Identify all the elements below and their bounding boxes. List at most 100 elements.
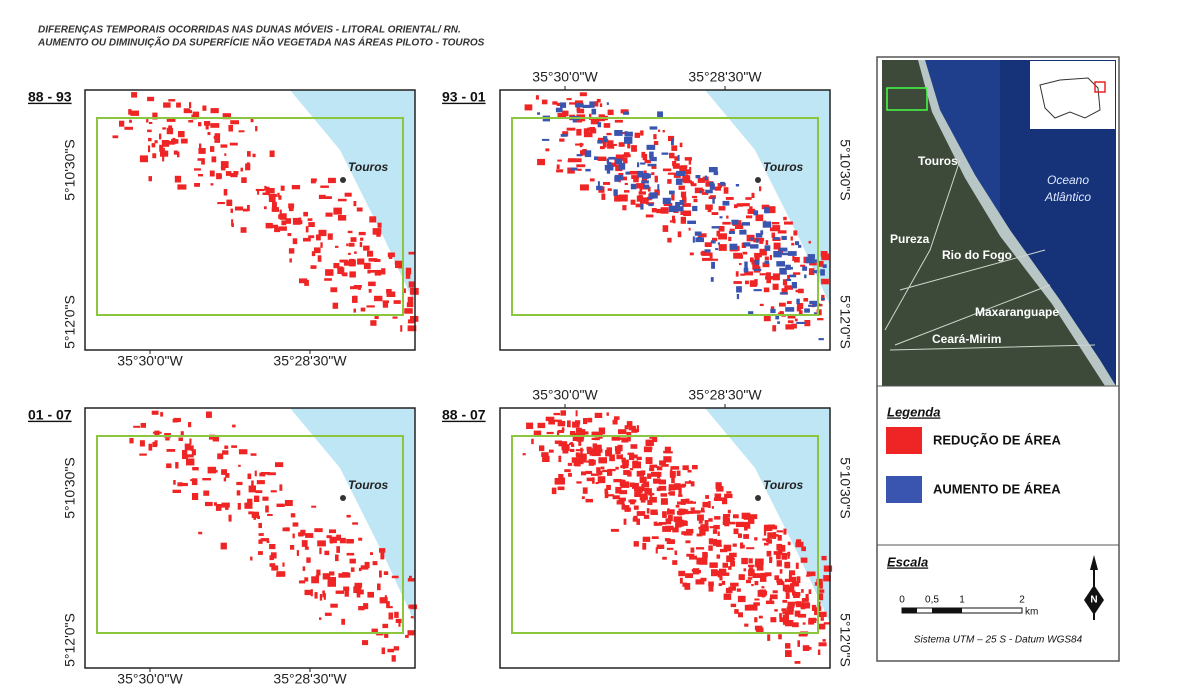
change-patch	[129, 438, 133, 443]
change-patch	[382, 648, 385, 655]
change-patch	[639, 191, 646, 194]
lon-tick-label: 35°30'0"W	[117, 671, 183, 687]
scale-label: 1	[959, 595, 965, 606]
change-patch	[367, 305, 375, 307]
place-label: Touros	[763, 478, 804, 492]
change-patch	[400, 325, 402, 332]
change-patch	[677, 206, 683, 211]
change-patch	[682, 484, 686, 487]
change-patch	[545, 148, 549, 151]
change-patch	[304, 577, 308, 581]
change-patch	[383, 300, 389, 303]
change-patch	[690, 554, 692, 556]
change-patch	[267, 540, 270, 543]
change-patch	[384, 571, 388, 575]
change-patch	[795, 611, 801, 617]
change-patch	[312, 251, 315, 256]
change-patch	[680, 509, 689, 512]
change-patch	[328, 581, 337, 586]
change-patch	[788, 320, 794, 323]
change-patch	[245, 163, 250, 170]
change-patch	[783, 529, 786, 535]
change-patch	[624, 137, 632, 144]
change-patch	[587, 418, 592, 423]
change-patch	[698, 527, 703, 530]
change-patch	[152, 143, 156, 147]
change-patch	[174, 151, 178, 155]
change-patch	[379, 571, 382, 578]
change-patch	[152, 442, 157, 447]
change-patch	[770, 309, 775, 313]
change-patch	[237, 490, 241, 495]
change-patch	[746, 580, 751, 583]
change-patch	[238, 465, 241, 467]
change-patch	[347, 515, 351, 518]
change-patch	[733, 514, 739, 518]
change-patch	[819, 589, 824, 592]
change-patch	[238, 503, 241, 510]
change-patch	[576, 158, 581, 162]
change-patch	[264, 206, 267, 209]
change-patch	[632, 461, 638, 463]
change-patch	[140, 440, 145, 446]
change-patch	[795, 661, 801, 664]
change-patch	[793, 593, 800, 598]
change-patch	[203, 491, 209, 496]
change-patch	[199, 144, 201, 149]
change-patch	[364, 263, 371, 269]
change-patch	[782, 600, 787, 603]
change-patch	[368, 282, 376, 287]
change-patch	[270, 563, 276, 567]
lon-tick-label: 35°30'0"W	[532, 69, 598, 85]
change-patch	[279, 484, 282, 490]
change-patch	[647, 145, 656, 150]
change-patch	[346, 244, 348, 247]
change-patch	[587, 478, 593, 482]
change-patch	[804, 275, 806, 279]
change-patch	[627, 421, 633, 427]
change-patch	[749, 567, 753, 570]
change-patch	[774, 532, 776, 539]
change-patch	[221, 144, 228, 147]
lon-tick-label: 35°28'30"W	[273, 353, 347, 369]
change-patch	[265, 187, 269, 190]
place-label: Touros	[763, 160, 804, 174]
legend-title: Legenda	[887, 404, 940, 419]
change-patch	[802, 598, 805, 602]
change-patch	[577, 108, 580, 112]
change-patch	[525, 104, 533, 110]
change-patch	[754, 599, 759, 601]
change-patch	[782, 611, 785, 614]
change-patch	[702, 258, 711, 261]
change-patch	[740, 543, 743, 549]
change-patch	[193, 112, 199, 118]
change-patch	[395, 264, 399, 269]
change-patch	[576, 481, 581, 483]
change-patch	[299, 580, 305, 583]
change-patch	[217, 202, 225, 204]
change-patch	[318, 255, 322, 261]
change-patch	[759, 186, 761, 191]
change-patch	[162, 127, 166, 129]
change-patch	[613, 189, 617, 196]
change-patch	[748, 565, 755, 567]
change-patch	[736, 522, 744, 527]
change-patch	[224, 153, 226, 156]
change-patch	[796, 322, 805, 324]
change-patch	[175, 462, 178, 469]
change-patch	[147, 130, 152, 133]
change-patch	[754, 289, 762, 291]
change-patch	[224, 189, 228, 196]
change-patch	[778, 545, 785, 552]
change-patch	[788, 555, 790, 559]
change-patch	[754, 279, 757, 286]
change-patch	[775, 316, 779, 320]
change-patch	[186, 459, 194, 466]
change-patch	[614, 416, 620, 420]
change-patch	[722, 222, 730, 225]
change-patch	[684, 583, 690, 590]
change-patch	[293, 238, 298, 244]
change-patch	[772, 233, 776, 238]
change-patch	[385, 595, 387, 601]
change-patch	[797, 640, 800, 647]
